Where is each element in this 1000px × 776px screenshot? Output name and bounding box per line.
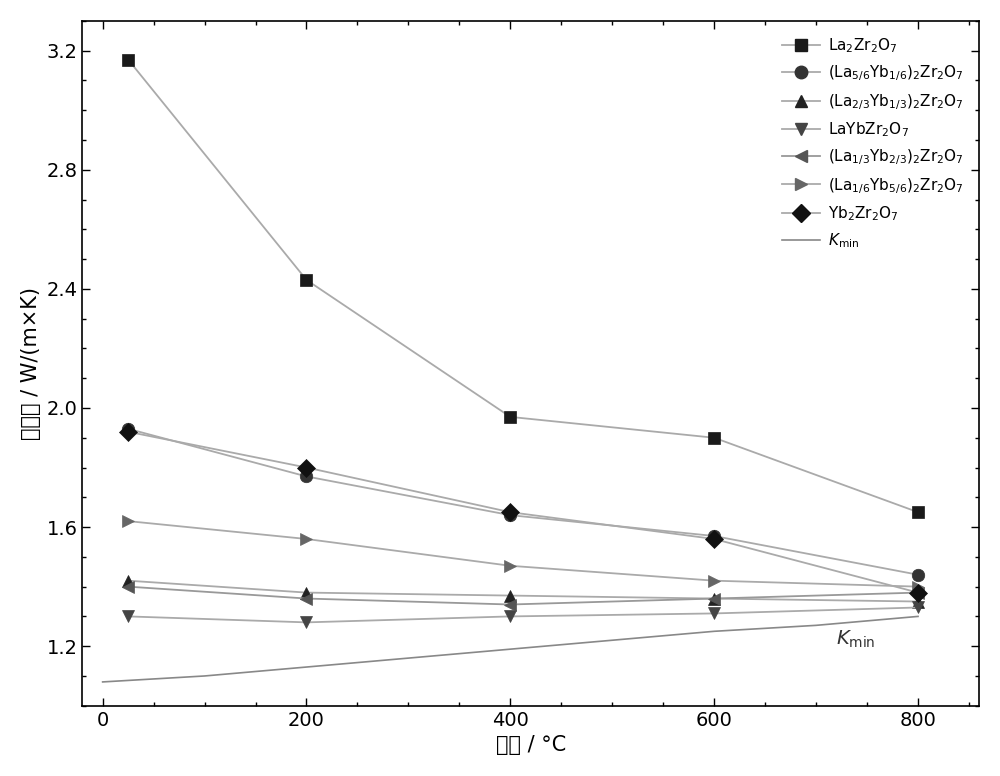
- Y-axis label: 热导率 / W/(m×K): 热导率 / W/(m×K): [21, 287, 41, 440]
- Text: $K_{\rm min}$: $K_{\rm min}$: [836, 629, 876, 650]
- X-axis label: 温度 / °C: 温度 / °C: [496, 735, 566, 755]
- Legend: La$_2$Zr$_2$O$_7$, (La$_{5/6}$Yb$_{1/6}$)$_2$Zr$_2$O$_7$, (La$_{2/3}$Yb$_{1/3}$): La$_2$Zr$_2$O$_7$, (La$_{5/6}$Yb$_{1/6}$…: [775, 29, 972, 258]
